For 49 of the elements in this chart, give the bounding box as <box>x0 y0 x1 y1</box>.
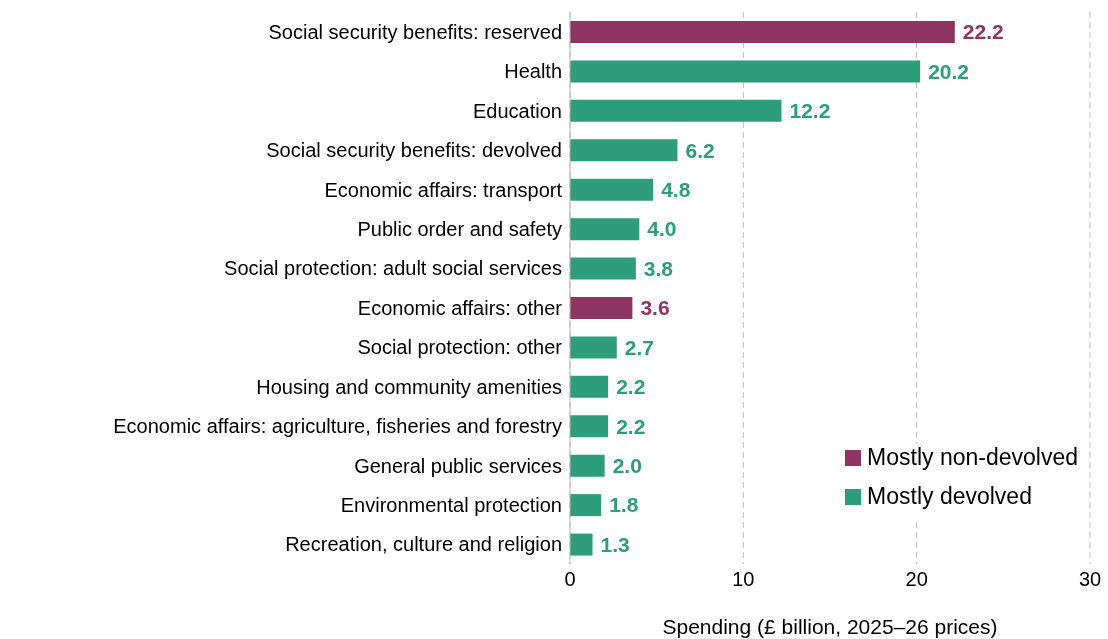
bar <box>570 178 654 201</box>
x-axis-title: Spending (£ billion, 2025–26 prices) <box>662 615 998 638</box>
y-tick-label: Social protection: other <box>357 336 563 359</box>
y-tick-label: General public services <box>354 454 562 477</box>
data-label: 2.2 <box>616 414 646 438</box>
bar <box>570 60 921 83</box>
data-label: 6.2 <box>685 138 715 162</box>
bar <box>570 336 617 359</box>
y-tick-label: Housing and community amenities <box>256 375 562 398</box>
bar <box>570 415 609 438</box>
data-label: 2.0 <box>612 454 642 478</box>
x-tick-label: 0 <box>564 568 576 591</box>
data-label: 12.2 <box>789 99 831 123</box>
bar <box>570 454 605 477</box>
bar <box>570 375 609 398</box>
y-tick-label: Economic affairs: other <box>357 296 563 319</box>
y-tick-label: Recreation, culture and religion <box>285 533 562 556</box>
y-tick-label: Economic affairs: transport <box>324 178 563 201</box>
y-tick-label: Social security benefits: devolved <box>266 139 562 162</box>
y-tick-label: Health <box>504 60 562 83</box>
data-label: 1.3 <box>600 532 630 556</box>
data-label: 22.2 <box>962 20 1004 44</box>
bar <box>570 218 640 241</box>
legend-label: Mostly devolved <box>867 483 1032 510</box>
y-tick-label: Economic affairs: agriculture, fisheries and forestry <box>113 415 562 438</box>
x-tick-label: 20 <box>905 568 928 591</box>
x-tick-label: 30 <box>1078 568 1102 591</box>
bar <box>570 533 593 556</box>
bar <box>570 139 678 162</box>
data-label: 20.2 <box>928 59 970 83</box>
bar <box>570 21 955 43</box>
y-tick-label: Public order and safety <box>357 217 562 240</box>
data-label: 3.8 <box>643 256 674 280</box>
data-label: 2.7 <box>624 335 654 359</box>
y-tick-label: Education <box>473 99 562 122</box>
bar <box>570 257 636 280</box>
bar <box>570 297 633 319</box>
data-label: 4.0 <box>647 217 677 241</box>
bar <box>570 99 782 122</box>
data-label: 4.8 <box>661 178 691 202</box>
y-tick-label: Social security benefits: reserved <box>268 20 562 43</box>
data-label: 1.8 <box>609 493 639 517</box>
y-tick-label: Environmental protection <box>340 493 562 516</box>
data-label: 3.6 <box>640 296 670 320</box>
y-tick-label: Social protection: adult social services <box>224 257 562 280</box>
x-tick-label: 10 <box>732 568 755 591</box>
legend-label: Mostly non-devolved <box>867 444 1078 471</box>
data-label: 2.2 <box>616 375 646 399</box>
bar <box>570 494 602 517</box>
